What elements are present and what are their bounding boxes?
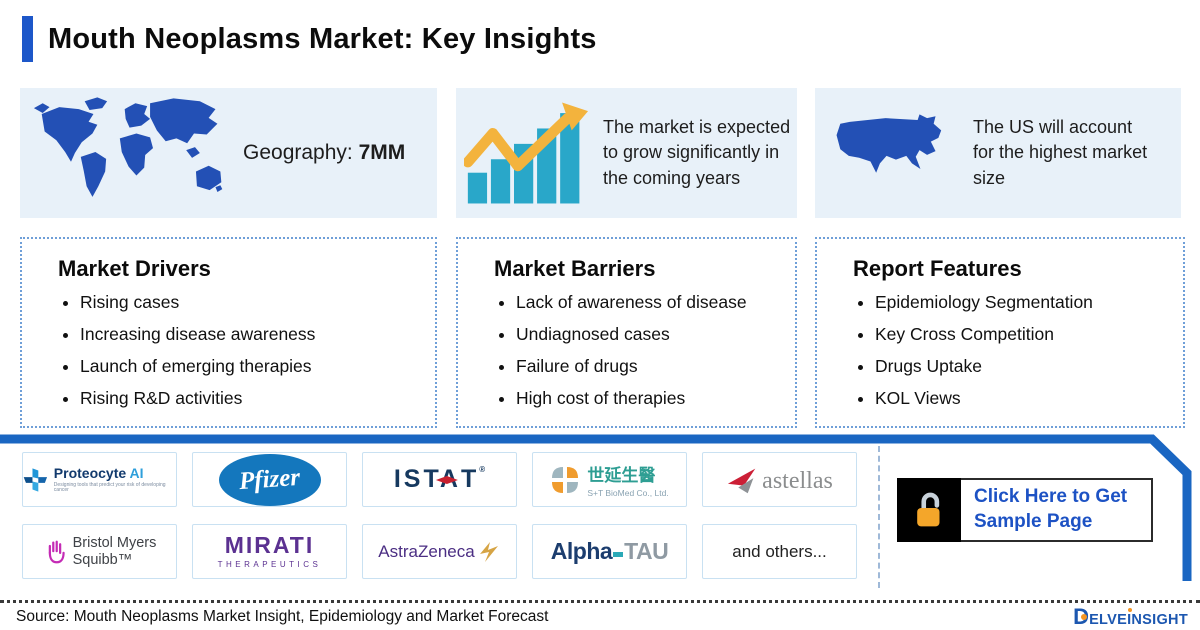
- logo-astellas: astellas: [702, 452, 857, 507]
- list-item: Epidemiology Segmentation: [875, 292, 1183, 313]
- list-item: Failure of drugs: [516, 356, 795, 377]
- panel-report-features: Report Features Epidemiology Segmentatio…: [815, 237, 1185, 428]
- astellas-name: astellas: [762, 467, 833, 494]
- logos-cta-divider: [878, 446, 880, 588]
- geography-value: 7MM: [358, 141, 406, 165]
- list-item: Rising cases: [80, 292, 435, 313]
- logo-astrazeneca: AstraZeneca: [362, 524, 517, 579]
- logos-frame-border: [0, 434, 1192, 581]
- us-map-icon: [836, 114, 942, 173]
- footer: Source: Mouth Neoplasms Market Insight, …: [0, 600, 1200, 630]
- highlight-geography: Geography: 7MM: [20, 88, 437, 218]
- panel-title: Market Barriers: [494, 256, 656, 281]
- list-item: Drugs Uptake: [875, 356, 1183, 377]
- list-item: KOL Views: [875, 388, 1183, 409]
- logo-st-biomed: 世延生醫 S+T BioMed Co., Ltd.: [532, 452, 687, 507]
- alphatau-tau: TAU: [624, 538, 669, 564]
- source-text: Source: Mouth Neoplasms Market Insight, …: [16, 607, 549, 625]
- highlight-us: The US will account for the highest mark…: [815, 88, 1181, 218]
- list-item: Rising R&D activities: [80, 388, 435, 409]
- proteocyte-name: Proteocyte AI: [53, 465, 144, 481]
- panel-title: Market Drivers: [58, 256, 211, 281]
- mirati-name: MIRATI: [224, 532, 315, 558]
- list-item: Lack of awareness of disease: [516, 292, 795, 313]
- list-item: Undiagnosed cases: [516, 324, 795, 345]
- list-item: Key Cross Competition: [875, 324, 1183, 345]
- bms-hand-icon: [48, 540, 65, 563]
- geography-label: Geography:: [243, 141, 359, 165]
- pfizer-name: Pfizer: [238, 463, 301, 495]
- panel-list: Lack of awareness of disease Undiagnosed…: [458, 292, 795, 409]
- proteocyte-tagline: Designing tools that predict your risk o…: [53, 482, 166, 493]
- alphatau-alpha: Alpha: [550, 538, 613, 564]
- istat-star-icon: [435, 476, 458, 484]
- logo-and-others: and others...: [702, 524, 857, 579]
- alphatau-dash-icon: [613, 552, 624, 557]
- panel-list: Rising cases Increasing disease awarenes…: [22, 292, 435, 409]
- cta-label: Click Here to Get Sample Page: [961, 478, 1153, 542]
- pfizer-oval-icon: Pfizer: [218, 453, 321, 506]
- astrazeneca-ribbon-icon: [479, 541, 498, 562]
- astrazeneca-name: AstraZeneca: [378, 541, 475, 561]
- mirati-sub-name: THERAPEUTICS: [217, 560, 322, 569]
- title-accent-bar: [22, 16, 33, 62]
- world-map-icon: [33, 97, 223, 197]
- astellas-star-icon: [728, 468, 756, 493]
- list-item: Launch of emerging therapies: [80, 356, 435, 377]
- page-title: Mouth Neoplasms Market: Key Insights: [48, 22, 597, 55]
- growth-chart-icon: [464, 102, 589, 204]
- st-biomed-cjk-name: 世延生醫: [587, 466, 656, 485]
- get-sample-page-button[interactable]: Click Here to Get Sample Page: [897, 478, 1153, 542]
- lock-box: [897, 478, 961, 542]
- logo-pfizer: Pfizer: [192, 452, 347, 507]
- logo-istat: ISTAT®: [362, 452, 517, 507]
- panel-market-drivers: Market Drivers Rising cases Increasing d…: [20, 237, 437, 428]
- logo-bristol-myers-squibb: Bristol Myers Squibb™: [22, 524, 177, 579]
- growth-text: The market is expected to grow significa…: [603, 116, 791, 188]
- panel-market-barriers: Market Barriers Lack of awareness of dis…: [456, 237, 797, 428]
- logo-alpha-tau: Alpha TAU: [532, 524, 687, 579]
- highlight-growth: The market is expected to grow significa…: [456, 88, 797, 218]
- list-item: High cost of therapies: [516, 388, 795, 409]
- us-text: The US will account for the highest mark…: [973, 116, 1148, 188]
- panel-title: Report Features: [853, 256, 1022, 281]
- st-biomed-sub-name: S+T BioMed Co., Ltd.: [587, 488, 669, 498]
- unlock-icon: [917, 492, 940, 527]
- list-item: Increasing disease awareness: [80, 324, 435, 345]
- logo-mirati: MIRATI THERAPEUTICS: [192, 524, 347, 579]
- delveinsight-logo: D ELVEINSIGHT: [1073, 603, 1188, 629]
- st-biomed-pinwheel-icon: [552, 466, 579, 493]
- logo-proteocyte-ai: Proteocyte AI Designing tools that predi…: [22, 452, 177, 507]
- proteocyte-cross-icon: [23, 467, 48, 492]
- bms-name: Bristol Myers Squibb™: [72, 534, 157, 568]
- istat-name: ISTAT®: [393, 465, 486, 493]
- panel-list: Epidemiology Segmentation Key Cross Comp…: [817, 292, 1183, 409]
- and-others-label: and others...: [732, 541, 827, 561]
- geography-text: Geography: 7MM: [243, 138, 405, 168]
- header: Mouth Neoplasms Market: Key Insights: [22, 16, 597, 62]
